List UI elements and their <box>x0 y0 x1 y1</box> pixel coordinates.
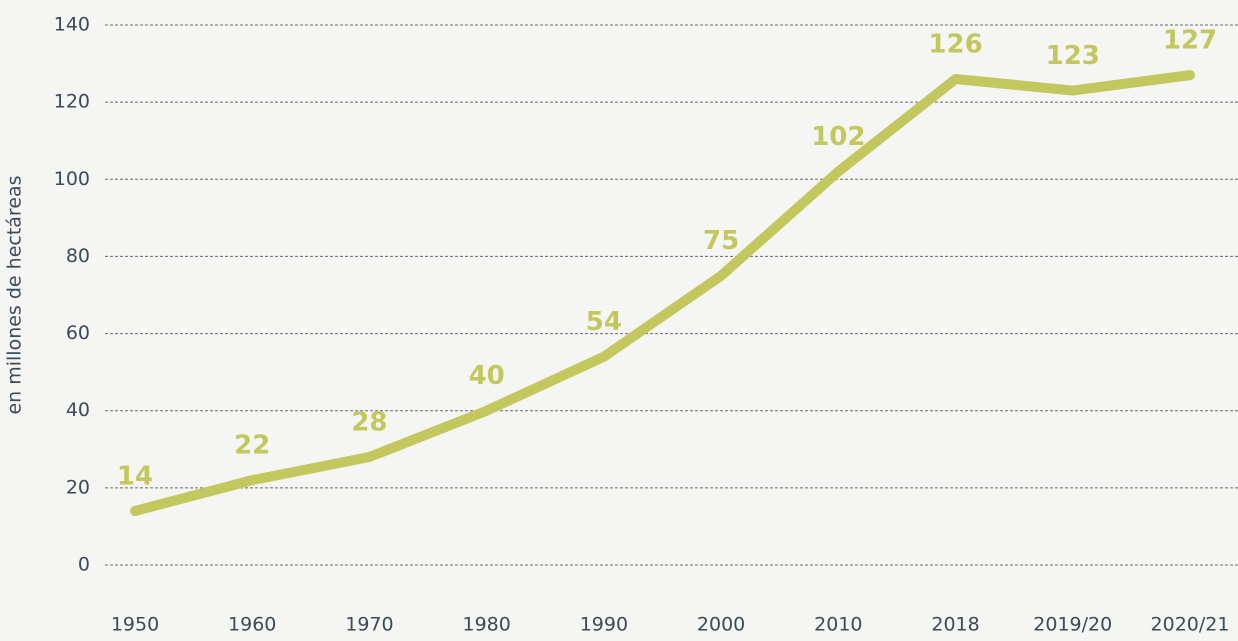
data-label: 75 <box>703 226 739 256</box>
data-label: 102 <box>811 122 865 152</box>
data-label: 28 <box>351 408 387 438</box>
x-tick-label: 2018 <box>931 614 979 636</box>
y-axis-title: en millones de hectáreas <box>4 175 26 414</box>
data-label: 40 <box>469 361 505 391</box>
y-tick-label: 20 <box>66 476 90 498</box>
data-label: 126 <box>928 30 982 60</box>
data-label: 14 <box>117 462 153 492</box>
y-tick-label: 0 <box>78 554 90 576</box>
x-tick-label: 2000 <box>697 614 745 636</box>
x-tick-label: 2020/21 <box>1151 614 1230 636</box>
data-label: 127 <box>1163 26 1217 56</box>
data-label: 54 <box>586 307 622 337</box>
data-label: 123 <box>1046 41 1100 71</box>
x-tick-label: 1990 <box>580 614 628 636</box>
x-tick-label: 2019/20 <box>1033 614 1112 636</box>
y-tick-label: 120 <box>54 91 90 113</box>
x-tick-label: 2010 <box>814 614 862 636</box>
x-tick-label: 1980 <box>462 614 510 636</box>
y-tick-label: 140 <box>54 14 90 36</box>
y-tick-label: 80 <box>66 245 90 267</box>
data-line <box>130 70 1195 516</box>
y-tick-label: 40 <box>66 399 90 421</box>
y-tick-label: 60 <box>66 322 90 344</box>
x-tick-label: 1950 <box>111 614 159 636</box>
data-label: 22 <box>234 431 270 461</box>
x-tick-label: 1960 <box>228 614 276 636</box>
x-tick-label: 1970 <box>345 614 393 636</box>
y-tick-label: 100 <box>54 168 90 190</box>
